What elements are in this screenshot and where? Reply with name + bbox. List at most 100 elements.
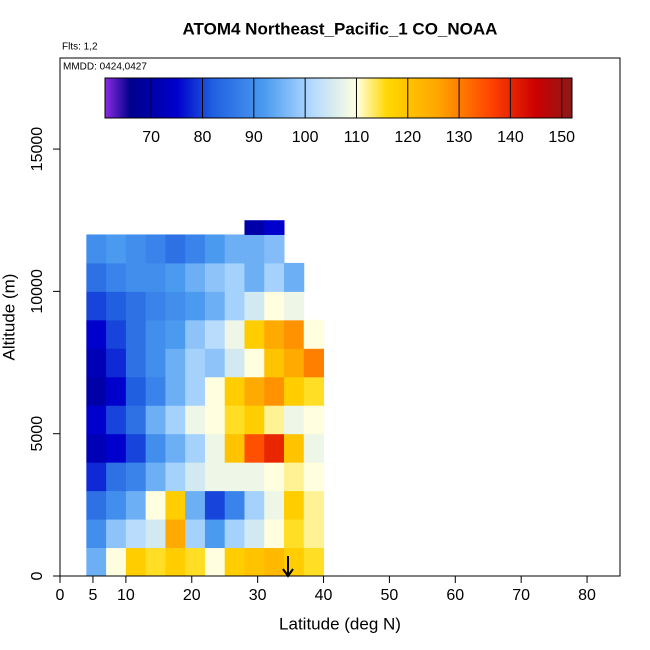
heat-cell (303, 490, 325, 520)
chart-title: ATOM4 Northeast_Pacific_1 CO_NOAA (183, 19, 498, 38)
heat-cell (224, 348, 245, 378)
heat-cell (185, 262, 206, 292)
heat-cell (264, 220, 285, 235)
heat-cell (264, 262, 285, 292)
heat-cell (145, 319, 166, 349)
colorbar-tick-label: 80 (194, 129, 212, 146)
heat-cell (303, 348, 325, 378)
heat-cell (224, 291, 245, 321)
heat-cell (86, 319, 107, 349)
heat-cell (224, 490, 245, 520)
heat-cell (125, 262, 147, 292)
heat-cell (185, 291, 206, 321)
heat-cell (185, 519, 206, 549)
heat-cell (145, 547, 166, 577)
heat-cell (185, 405, 206, 435)
heat-cell (303, 519, 325, 549)
x-tick-label: 5 (88, 587, 97, 604)
heat-cell (284, 519, 305, 549)
heat-cell (145, 376, 166, 406)
heat-cell (165, 291, 186, 321)
heat-cell (264, 234, 285, 264)
flights-label: Flts: 1,2 (62, 42, 98, 53)
heat-cell (185, 547, 206, 577)
heat-cell (303, 462, 325, 492)
heat-cell (165, 547, 186, 577)
heat-cell (165, 490, 186, 520)
heat-cell (244, 490, 265, 520)
heat-cell (106, 490, 127, 520)
heat-cell (125, 547, 147, 577)
heat-cell (125, 490, 147, 520)
heat-cell (244, 291, 265, 321)
heat-cell (145, 291, 166, 321)
x-tick-label: 40 (315, 587, 333, 604)
heat-cell (165, 405, 186, 435)
heat-cell (204, 462, 226, 492)
heat-cell (204, 262, 226, 292)
y-tick-label: 15000 (29, 127, 46, 172)
heat-cell (224, 405, 245, 435)
colorbar-tick-label: 150 (548, 129, 575, 146)
heat-cell (264, 405, 285, 435)
heat-cell (125, 348, 147, 378)
heat-cell (284, 405, 305, 435)
heat-cell (244, 519, 265, 549)
heat-cell (125, 462, 147, 492)
heat-cell (165, 348, 186, 378)
x-tick-label: 70 (512, 587, 530, 604)
heat-cell (145, 462, 166, 492)
x-axis-title: Latitude (deg N) (279, 614, 401, 633)
heat-cell (284, 262, 305, 292)
heat-cell (106, 348, 127, 378)
heat-cell (303, 405, 325, 435)
heat-cell (303, 376, 325, 406)
heat-cell (165, 519, 186, 549)
heat-cell (244, 262, 265, 292)
plot-frame (59, 57, 621, 577)
heat-cell (106, 462, 127, 492)
heat-cell (86, 490, 107, 520)
heat-cell (106, 262, 127, 292)
heat-cell (244, 348, 265, 378)
y-axis-title: Altitude (m) (0, 274, 18, 361)
heat-cell (125, 433, 147, 463)
y-tick-label: 5000 (29, 416, 46, 452)
heat-cell (303, 319, 325, 349)
heat-cell (204, 433, 226, 463)
heat-cell (204, 519, 226, 549)
colorbar-tick-label: 130 (446, 129, 473, 146)
heat-cell (204, 405, 226, 435)
heat-cell (284, 462, 305, 492)
heat-cell (165, 462, 186, 492)
heat-cell (224, 519, 245, 549)
heat-cell (106, 319, 127, 349)
heat-cell (145, 234, 166, 264)
heat-cell (145, 262, 166, 292)
heat-cell (264, 462, 285, 492)
x-tick-label: 60 (446, 587, 464, 604)
heat-cell (185, 433, 206, 463)
heat-cell (224, 319, 245, 349)
heat-cell (185, 234, 206, 264)
heat-cell (264, 376, 285, 406)
x-tick-label: 30 (249, 587, 267, 604)
heat-cell (125, 519, 147, 549)
y-tick-label: 10000 (29, 269, 46, 314)
heat-cell (244, 220, 265, 235)
colorbar-tick-label: 90 (245, 129, 263, 146)
heat-cell (204, 348, 226, 378)
heat-cell (264, 490, 285, 520)
heat-cell (264, 291, 285, 321)
x-tick-label: 80 (578, 587, 596, 604)
heat-cell (204, 291, 226, 321)
heat-cell (106, 234, 127, 264)
heat-cell (145, 519, 166, 549)
x-tick-label: 20 (183, 587, 201, 604)
heat-cell (244, 234, 265, 264)
heat-cell (244, 433, 265, 463)
heat-cell (86, 405, 107, 435)
heat-cell (224, 462, 245, 492)
heat-cell (224, 262, 245, 292)
